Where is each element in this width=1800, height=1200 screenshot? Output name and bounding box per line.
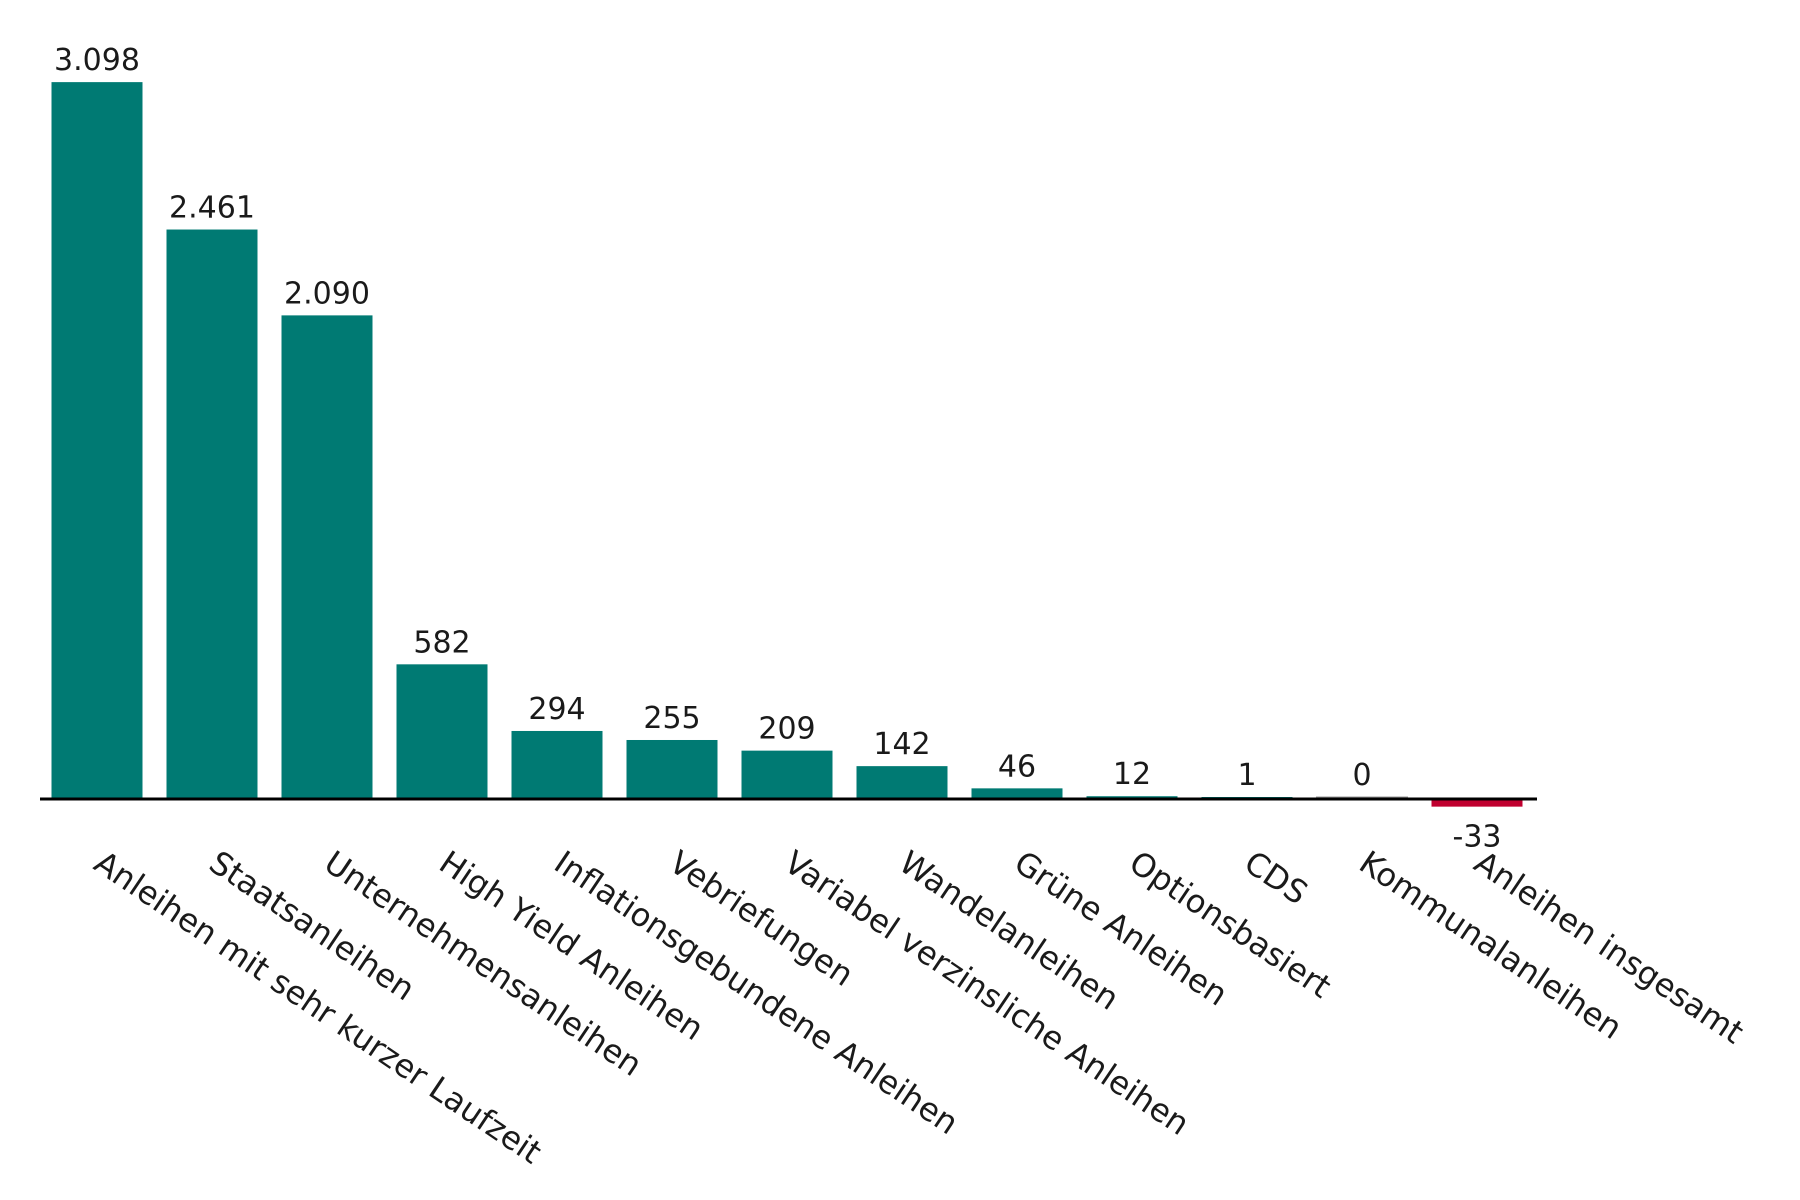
bar [971,788,1063,799]
bar-value-label: 142 [873,727,930,762]
category-tick-label: CDS [1238,843,1315,912]
category-tick-label: Variabel verzinsliche Anleihen [778,843,1197,1143]
bars-layer [51,82,1523,807]
value-labels-layer: 3.098 2.461 2.090 582 294 255 209 142 46 12 1 0 -33 [54,43,1501,855]
bar [626,739,718,799]
bar [166,229,258,799]
bar-value-label: 46 [998,749,1036,784]
bar [856,766,948,799]
bar [1431,799,1523,807]
bar-value-label: 294 [528,692,585,727]
bar-value-label: 2.090 [284,276,370,311]
bar-value-label: 209 [758,712,815,747]
bar-value-label: 255 [643,701,700,736]
bar-value-label: -33 [1453,820,1502,855]
bar-value-label: 2.461 [169,191,255,226]
bar-value-label: 3.098 [54,43,140,78]
bar [281,315,373,799]
bar-value-label: 0 [1352,758,1371,793]
bar [396,664,488,799]
bar-value-label: 1 [1237,758,1256,793]
bar [741,750,833,799]
bar-value-label: 12 [1113,757,1151,792]
bar-value-label: 582 [413,625,470,660]
category-labels-layer: Anleihen mit sehr kurzer LaufzeitStaatsa… [88,843,1751,1171]
bar [511,730,603,799]
bar [51,82,143,799]
